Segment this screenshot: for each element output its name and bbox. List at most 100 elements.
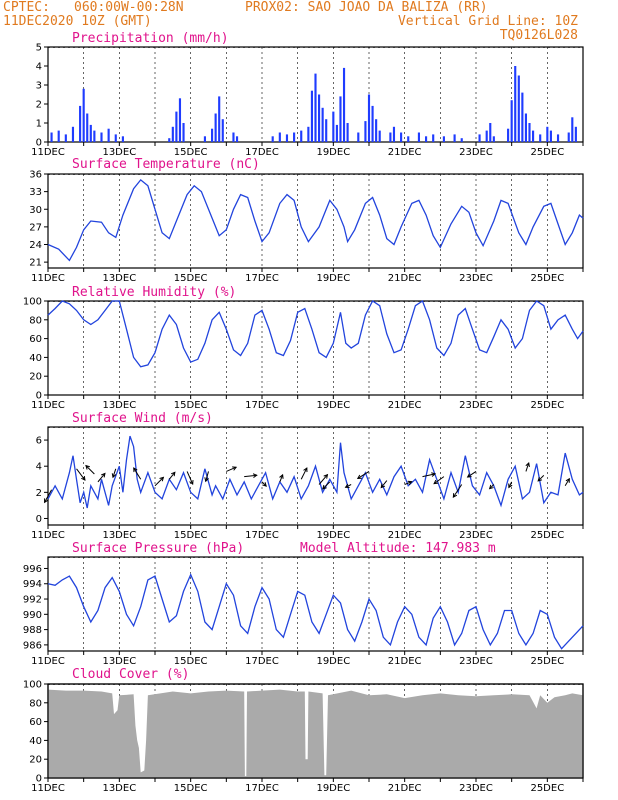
pressure-y-tick-label: 996 [23, 564, 42, 575]
precipitation-bar [417, 132, 421, 142]
cloud-cover-y-tick-label: 0 [36, 774, 42, 785]
wind-wind-arrow-head [159, 476, 165, 482]
humidity-series-line [47, 300, 584, 368]
source-label: CPTEC: [3, 0, 50, 15]
wind-wind-arrow [226, 466, 237, 472]
precipitation-y-tick-label: 3 [36, 81, 42, 92]
precipitation-y-tick-label: 5 [36, 43, 42, 54]
precipitation-x-tick-label: 11DEC [31, 147, 65, 158]
precipitation-bar [478, 134, 481, 142]
wind-wind-arrow [205, 471, 209, 482]
wind-x-tick-label: 19DEC [316, 530, 350, 541]
temperature-frame [47, 173, 584, 269]
precipitation-x-tick-label: 17DEC [245, 147, 279, 158]
wind-wind-arrow [467, 471, 477, 478]
precipitation-bar [453, 134, 456, 142]
precipitation-bar [407, 136, 410, 142]
precipitation-bar [567, 132, 570, 142]
cloud-cover-title: Cloud Cover (%) [72, 667, 189, 682]
wind-x-tick-label: 25DEC [530, 530, 564, 541]
precipitation-bar [210, 128, 214, 142]
wind-x-tick-label: 13DEC [102, 530, 136, 541]
wind-wind-arrow-head [466, 473, 472, 478]
humidity-y-tick-label: 100 [23, 297, 42, 308]
cloud-cover-x-tick-label: 25DEC [530, 783, 564, 794]
precipitation-bar [214, 113, 217, 142]
precipitation-bar [307, 126, 310, 142]
precipitation-x-tick-label: 21DEC [388, 147, 422, 158]
precipitation-bar [278, 132, 281, 142]
precipitation-bar [332, 111, 335, 142]
precipitation-bar [321, 107, 324, 142]
wind-x-tick-label: 23DEC [459, 530, 493, 541]
precipitation-bar [178, 98, 182, 142]
wind-wind-arrow [97, 473, 106, 483]
precipitation-bar [317, 94, 321, 142]
precipitation-bar [293, 132, 296, 142]
wind-y-tick-label: 0 [36, 514, 42, 525]
wind-wind-arrow [345, 484, 352, 488]
cloud-cover-y-tick-label: 100 [23, 680, 42, 691]
wind-wind-arrow [357, 471, 370, 479]
wind-x-tick-label: 11DEC [31, 530, 65, 541]
precipitation-bar [489, 123, 492, 142]
humidity-x-tick-label: 15DEC [174, 400, 208, 411]
pressure-x-tick-label: 15DEC [174, 656, 208, 667]
precipitation-bar [168, 138, 171, 142]
pressure-x-tick-label: 21DEC [388, 656, 422, 667]
precipitation-bar [221, 119, 224, 142]
wind-wind-arrow-head [433, 479, 439, 485]
wind-wind-arrow-head [133, 467, 138, 473]
wind-x-tick-label: 17DEC [245, 530, 279, 541]
precipitation-bar [528, 123, 531, 142]
precipitation-x-tick-label: 25DEC [530, 147, 564, 158]
wind-wind-arrow-head [252, 473, 258, 478]
precipitation-bar [367, 94, 371, 142]
precipitation-bar [378, 130, 381, 142]
precipitation-x-tick-label: 23DEC [459, 147, 493, 158]
temperature-y-tick-label: 24 [29, 240, 42, 251]
wind-wind-arrow [186, 471, 194, 485]
cloud-cover-x-tick-label: 15DEC [174, 783, 208, 794]
precipitation-bar [114, 134, 117, 142]
humidity-y-tick-label: 60 [29, 334, 42, 345]
precipitation-bar [571, 117, 574, 142]
precipitation-bar [50, 132, 53, 142]
pressure-y-tick-label: 992 [23, 595, 42, 606]
pressure-x-tick-label: 17DEC [245, 656, 279, 667]
precipitation-bar [93, 130, 96, 142]
precipitation-x-tick-label: 19DEC [316, 147, 350, 158]
wind-wind-arrow [322, 481, 331, 490]
cloud-cover-y-tick-label: 80 [29, 698, 42, 709]
cloud-cover-x-tick-label: 21DEC [388, 783, 422, 794]
wind-wind-arrow [85, 465, 95, 475]
humidity-x-tick-label: 25DEC [530, 400, 564, 411]
precipitation-bar [371, 105, 374, 142]
station-label: PROX02: SAO JOAO DA BALIZA (RR) [245, 0, 488, 15]
wind-wind-arrow-head [204, 477, 209, 483]
precipitation-bar [514, 66, 517, 142]
precipitation-bar [171, 126, 174, 142]
wind-wind-arrow-head [356, 474, 362, 479]
wind-wind-arrow [525, 462, 530, 472]
precipitation-bar [485, 130, 488, 142]
wind-wind-arrow-head [303, 467, 308, 473]
temperature-x-tick-label: 23DEC [459, 273, 493, 284]
humidity-x-tick-label: 13DEC [102, 400, 136, 411]
precipitation-bar [57, 130, 60, 142]
wind-wind-arrow [168, 471, 176, 480]
wind-wind-arrow-head [537, 476, 543, 482]
precipitation-bar [392, 126, 396, 142]
precipitation-bar [574, 126, 577, 142]
coords-label: 060:00W-00:28N [74, 0, 184, 15]
wind-x-tick-label: 21DEC [388, 530, 422, 541]
precipitation-bar [539, 134, 542, 142]
cloud-cover-y-tick-label: 20 [29, 755, 42, 766]
precipitation-bar [100, 132, 103, 142]
pressure-y-tick-label: 990 [23, 610, 42, 621]
precipitation-bar [357, 132, 360, 142]
temperature-x-tick-label: 15DEC [174, 273, 208, 284]
precipitation-x-tick-label: 15DEC [174, 147, 208, 158]
precipitation-y-tick-label: 4 [36, 62, 42, 73]
temperature-x-tick-label: 17DEC [245, 273, 279, 284]
